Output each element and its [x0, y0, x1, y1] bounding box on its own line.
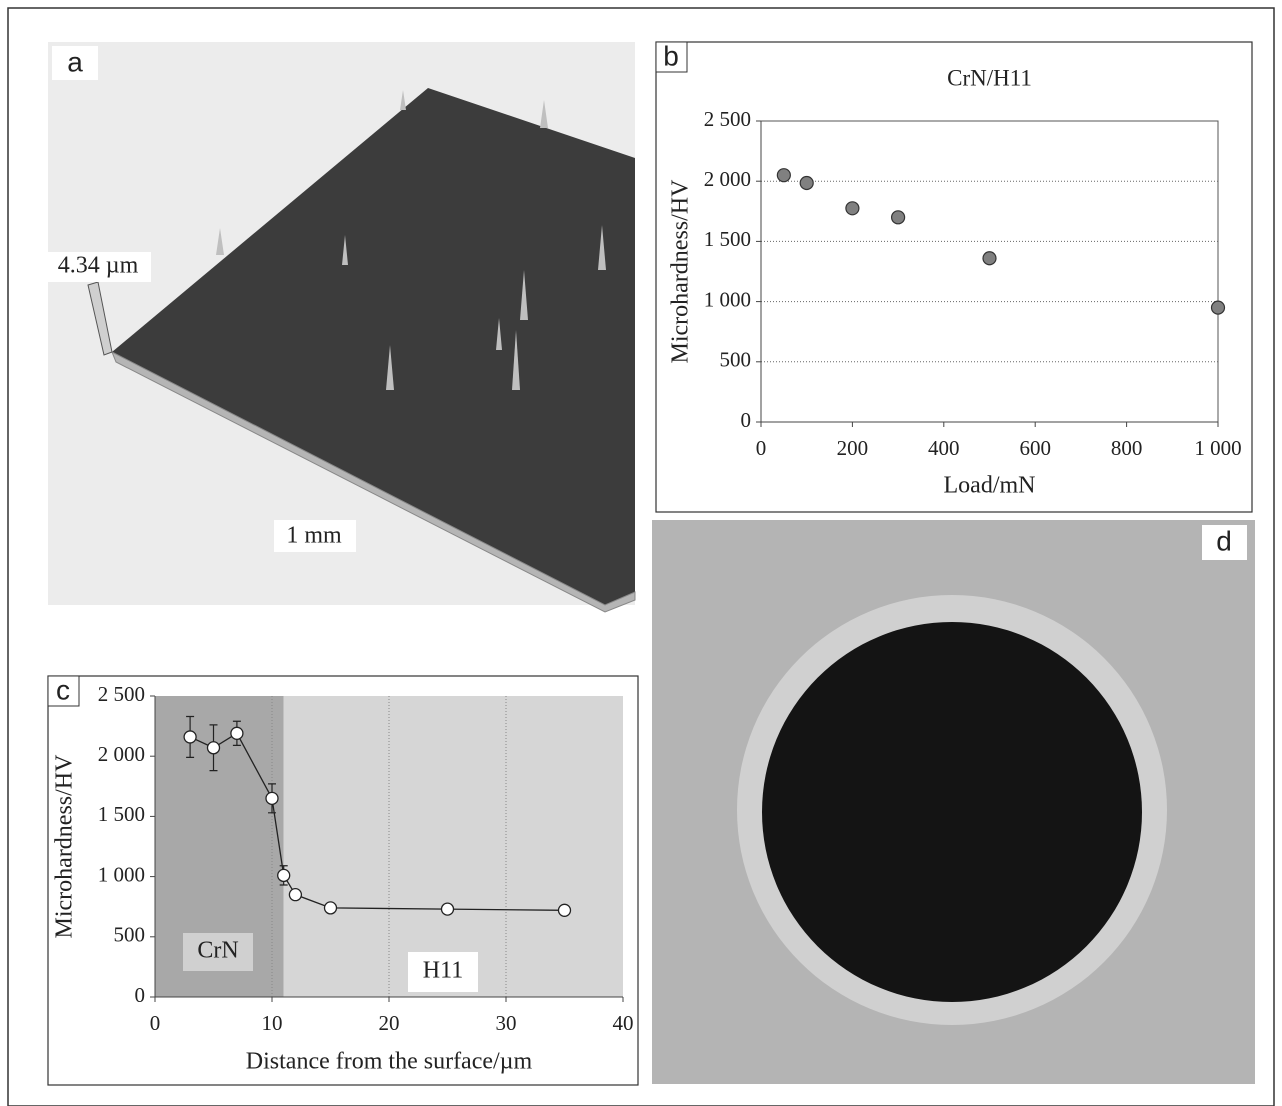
region-label: CrN: [197, 938, 238, 964]
chart-title: CrN/H11: [947, 65, 1032, 90]
point: [231, 727, 243, 739]
panel-label: b: [663, 40, 679, 71]
x-tick-label: 40: [613, 1011, 634, 1035]
region: [284, 696, 623, 997]
y-tick-label: 1 000: [98, 862, 145, 886]
y-tick-label: 0: [741, 408, 752, 432]
x-tick-label: 0: [150, 1011, 161, 1035]
annotation: 4.34 µm: [58, 253, 139, 279]
point: [800, 177, 813, 190]
y-tick-label: 2 500: [704, 107, 751, 131]
x-tick-label: 30: [496, 1011, 517, 1035]
figure: a 4.34 µm 1 mm d 0 500 1 000 1 500 2 000 2 50…: [0, 0, 1282, 1106]
x-axis-label: Distance from the surface/µm: [246, 1049, 533, 1075]
y-tick-label: 1 000: [704, 287, 751, 311]
region-label: H11: [423, 958, 463, 984]
point: [442, 903, 454, 915]
point: [184, 731, 196, 743]
point: [846, 202, 859, 215]
x-tick-label: 800: [1111, 436, 1143, 460]
indent: [762, 622, 1142, 1002]
y-axis-label: Microhardness/HV: [668, 179, 694, 364]
panel-label: d: [1216, 525, 1232, 556]
point: [325, 902, 337, 914]
point: [983, 252, 996, 265]
point: [266, 792, 278, 804]
plot-area: [761, 121, 1218, 422]
x-tick-label: 10: [262, 1011, 283, 1035]
y-tick-label: 0: [135, 983, 146, 1007]
panel-label: a: [67, 46, 83, 77]
x-tick-label: 600: [1019, 436, 1051, 460]
panel-label: c: [56, 674, 70, 705]
y-tick-label: 2 500: [98, 682, 145, 706]
y-tick-label: 2 000: [98, 742, 145, 766]
annotation: 1 mm: [286, 523, 342, 549]
y-tick-label: 1 500: [704, 227, 751, 251]
point: [892, 211, 905, 224]
point: [208, 742, 220, 754]
x-tick-label: 20: [379, 1011, 400, 1035]
panel-a: a 4.34 µm 1 mm: [48, 42, 635, 612]
point: [289, 889, 301, 901]
y-tick-label: 500: [720, 348, 752, 372]
point: [777, 169, 790, 182]
panel-d: d: [652, 520, 1255, 1084]
point: [1212, 301, 1225, 314]
y-axis-label: Microhardness/HV: [52, 754, 78, 939]
x-tick-label: 400: [928, 436, 960, 460]
y-tick-label: 1 500: [98, 802, 145, 826]
x-tick-label: 0: [756, 436, 767, 460]
point: [278, 869, 290, 881]
y-tick-label: 500: [114, 923, 146, 947]
x-tick-label: 1 000: [1194, 436, 1241, 460]
y-tick-label: 2 000: [704, 167, 751, 191]
x-axis-label: Load/mN: [944, 473, 1036, 499]
point: [559, 904, 571, 916]
x-tick-label: 200: [837, 436, 869, 460]
